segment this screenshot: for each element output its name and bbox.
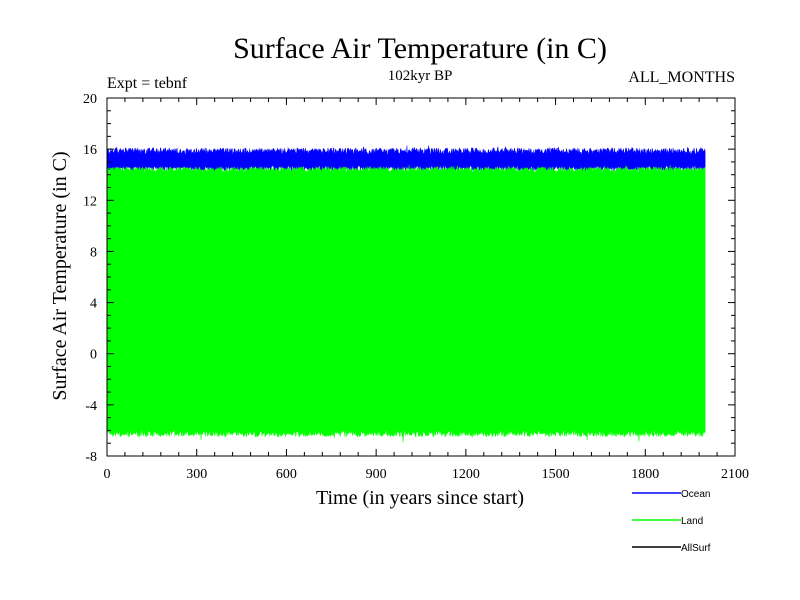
y-tick-label: 0: [90, 348, 97, 363]
axes: -8 -4 0 4 8 12 16 20 0 300 600 900 1200 1500 1800 2100: [83, 92, 749, 482]
months-label: ALL_MONTHS: [628, 69, 735, 86]
x-tick-label: 300: [186, 467, 207, 482]
y-tick-label: 8: [90, 245, 97, 260]
legend: Ocean Land AllSurf: [632, 489, 711, 554]
x-tick-label: 0: [104, 467, 111, 482]
legend-label-ocean: Ocean: [681, 489, 710, 500]
x-tick-label: 1500: [542, 467, 570, 482]
series-land: [106, 165, 706, 443]
y-tick-label: 4: [90, 297, 97, 312]
y-tick-label: -8: [85, 450, 97, 465]
y-tick-label: -4: [85, 399, 97, 414]
legend-label-allsurf: AllSurf: [681, 543, 711, 554]
legend-label-land: Land: [681, 516, 703, 527]
x-tick-label: 600: [276, 467, 297, 482]
experiment-label: Expt = tebnf: [107, 75, 188, 92]
x-tick-label: 900: [366, 467, 387, 482]
x-tick-label: 2100: [721, 467, 749, 482]
plot-data: [106, 145, 706, 443]
x-tick-label: 1200: [452, 467, 480, 482]
y-tick-label: 12: [83, 194, 97, 209]
y-tick-label: 16: [83, 143, 97, 158]
y-tick-label: 20: [83, 92, 97, 107]
chart-subtitle: 102kyr BP: [388, 68, 453, 84]
y-axis-label: Surface Air Temperature (in C): [49, 151, 71, 400]
x-tick-label: 1800: [631, 467, 659, 482]
chart-title: Surface Air Temperature (in C): [233, 32, 607, 65]
x-axis-label: Time (in years since start): [316, 487, 524, 509]
